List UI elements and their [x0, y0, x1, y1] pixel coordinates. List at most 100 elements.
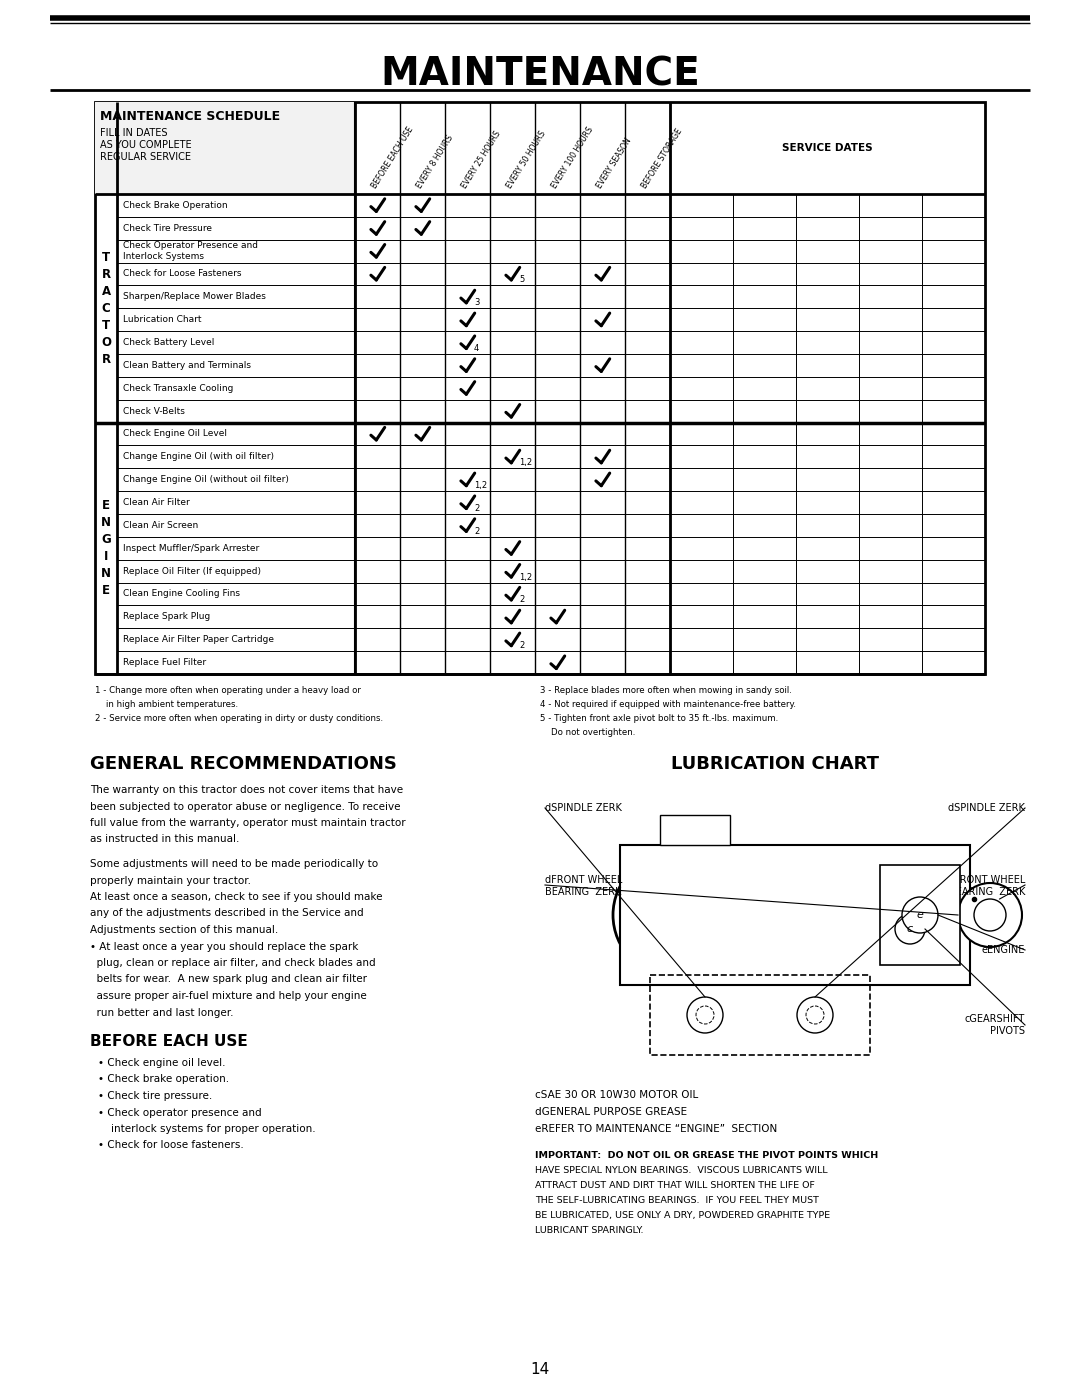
Text: • Check brake operation.: • Check brake operation. [98, 1074, 229, 1084]
Text: dGENERAL PURPOSE GREASE: dGENERAL PURPOSE GREASE [535, 1106, 687, 1118]
Text: as instructed in this manual.: as instructed in this manual. [90, 834, 240, 845]
Bar [620, 845, 970, 985]
Text: Change Engine Oil (without oil filter): Change Engine Oil (without oil filter) [123, 475, 288, 485]
Text: • Check engine oil level.: • Check engine oil level. [98, 1058, 226, 1067]
Text: REGULAR SERVICE: REGULAR SERVICE [100, 152, 191, 162]
Text: 2: 2 [474, 504, 480, 513]
Text: Check Brake Operation: Check Brake Operation [123, 201, 228, 210]
Circle shape [974, 900, 1005, 930]
Text: EVERY 8 HOURS: EVERY 8 HOURS [415, 134, 455, 190]
Text: LUBRICANT SPARINGLY.: LUBRICANT SPARINGLY. [535, 1227, 644, 1235]
Text: any of the adjustments described in the Service and: any of the adjustments described in the … [90, 908, 364, 918]
Text: ATTRACT DUST AND DIRT THAT WILL SHORTEN THE LIFE OF: ATTRACT DUST AND DIRT THAT WILL SHORTEN … [535, 1180, 815, 1190]
Text: IMPORTANT:  DO NOT OIL OR GREASE THE PIVOT POINTS WHICH: IMPORTANT: DO NOT OIL OR GREASE THE PIVO… [535, 1151, 878, 1160]
Circle shape [640, 882, 710, 949]
Text: Replace Fuel Filter: Replace Fuel Filter [123, 658, 206, 668]
Circle shape [613, 854, 737, 977]
Text: Inspect Muffler/Spark Arrester: Inspect Muffler/Spark Arrester [123, 543, 259, 553]
Text: full value from the warranty, operator must maintain tractor: full value from the warranty, operator m… [90, 819, 406, 828]
Text: At least once a season, check to see if you should make: At least once a season, check to see if … [90, 893, 382, 902]
Circle shape [771, 882, 839, 949]
Text: 2 - Service more often when operating in dirty or dusty conditions.: 2 - Service more often when operating in… [95, 714, 383, 724]
Text: cSAE 30 OR 10W30 MOTOR OIL: cSAE 30 OR 10W30 MOTOR OIL [535, 1090, 699, 1099]
Text: BEFORE EACH USE: BEFORE EACH USE [90, 1034, 247, 1049]
Text: e: e [917, 909, 923, 921]
Text: properly maintain your tractor.: properly maintain your tractor. [90, 876, 251, 886]
Text: cGEARSHIFT
PIVOTS: cGEARSHIFT PIVOTS [964, 1014, 1025, 1035]
Text: 14: 14 [530, 1362, 550, 1377]
Text: 5 - Tighten front axle pivot bolt to 35 ft.-lbs. maximum.: 5 - Tighten front axle pivot bolt to 35 … [540, 714, 779, 724]
Circle shape [958, 883, 1022, 947]
Text: Clean Air Screen: Clean Air Screen [123, 521, 199, 529]
Text: Check Operator Presence and
Interlock Systems: Check Operator Presence and Interlock Sy… [123, 242, 258, 261]
Text: SERVICE DATES: SERVICE DATES [782, 142, 873, 154]
Text: LUBRICATION CHART: LUBRICATION CHART [671, 754, 879, 773]
Text: Check V-Belts: Check V-Belts [123, 407, 185, 416]
Text: Sharpen/Replace Mower Blades: Sharpen/Replace Mower Blades [123, 292, 266, 302]
Text: FILL IN DATES: FILL IN DATES [100, 129, 167, 138]
Circle shape [687, 997, 723, 1032]
Text: BE LUBRICATED, USE ONLY A DRY, POWDERED GRAPHITE TYPE: BE LUBRICATED, USE ONLY A DRY, POWDERED … [535, 1211, 831, 1220]
Text: Check Tire Pressure: Check Tire Pressure [123, 224, 212, 233]
Text: assure proper air-fuel mixture and help your engine: assure proper air-fuel mixture and help … [90, 990, 367, 1002]
Text: Replace Spark Plug: Replace Spark Plug [123, 612, 211, 622]
Circle shape [743, 854, 867, 977]
Text: MAINTENANCE: MAINTENANCE [380, 54, 700, 94]
Text: 3 - Replace blades more often when mowing in sandy soil.: 3 - Replace blades more often when mowin… [540, 686, 792, 694]
Text: THE SELF-LUBRICATING BEARINGS.  IF YOU FEEL THEY MUST: THE SELF-LUBRICATING BEARINGS. IF YOU FE… [535, 1196, 819, 1206]
Text: Lubrication Chart: Lubrication Chart [123, 316, 202, 324]
Text: 1,2: 1,2 [474, 481, 487, 490]
Text: Clean Engine Cooling Fins: Clean Engine Cooling Fins [123, 590, 240, 598]
Text: 1 - Change more often when operating under a heavy load or: 1 - Change more often when operating und… [95, 686, 361, 694]
Text: Do not overtighten.: Do not overtighten. [540, 728, 635, 738]
Text: • Check for loose fasteners.: • Check for loose fasteners. [98, 1140, 244, 1151]
Text: belts for wear.  A new spark plug and clean air filter: belts for wear. A new spark plug and cle… [90, 975, 367, 985]
Text: Check Transaxle Cooling: Check Transaxle Cooling [123, 384, 233, 393]
Text: c: c [907, 923, 913, 935]
Bar [880, 865, 960, 965]
Text: Check for Loose Fasteners: Check for Loose Fasteners [123, 270, 242, 278]
Text: • Check operator presence and: • Check operator presence and [98, 1108, 261, 1118]
Text: E
N
G
I
N
E: E N G I N E [102, 499, 111, 598]
Text: MAINTENANCE SCHEDULE: MAINTENANCE SCHEDULE [100, 110, 280, 123]
Text: Replace Oil Filter (If equipped): Replace Oil Filter (If equipped) [123, 567, 261, 576]
Text: GENERAL RECOMMENDATIONS: GENERAL RECOMMENDATIONS [90, 754, 396, 773]
Text: dSPINDLE ZERK: dSPINDLE ZERK [545, 803, 622, 813]
Text: been subjected to operator abuse or negligence. To receive: been subjected to operator abuse or negl… [90, 802, 401, 812]
Text: 1,2: 1,2 [519, 573, 532, 581]
Text: 4 - Not required if equipped with maintenance-free battery.: 4 - Not required if equipped with mainte… [540, 700, 796, 710]
Text: • Check tire pressure.: • Check tire pressure. [98, 1091, 213, 1101]
Text: Adjustments section of this manual.: Adjustments section of this manual. [90, 925, 279, 935]
Text: HAVE SPECIAL NYLON BEARINGS.  VISCOUS LUBRICANTS WILL: HAVE SPECIAL NYLON BEARINGS. VISCOUS LUB… [535, 1166, 827, 1175]
Bar [660, 814, 730, 845]
Text: EVERY SEASON: EVERY SEASON [595, 137, 633, 190]
Text: Change Engine Oil (with oil filter): Change Engine Oil (with oil filter) [123, 453, 274, 461]
Bar [95, 102, 985, 673]
Text: EVERY 50 HOURS: EVERY 50 HOURS [504, 130, 548, 190]
Text: plug, clean or replace air filter, and check blades and: plug, clean or replace air filter, and c… [90, 958, 376, 968]
Text: eENGINE: eENGINE [982, 944, 1025, 956]
Text: dFRONT WHEEL
BEARING  ZERK: dFRONT WHEEL BEARING ZERK [947, 875, 1025, 897]
Text: Check Battery Level: Check Battery Level [123, 338, 214, 346]
Text: 1,2: 1,2 [519, 458, 532, 468]
Text: Clean Air Filter: Clean Air Filter [123, 499, 190, 507]
Text: Replace Air Filter Paper Cartridge: Replace Air Filter Paper Cartridge [123, 636, 274, 644]
Text: 2: 2 [519, 641, 525, 650]
Text: BEFORE STORAGE: BEFORE STORAGE [639, 127, 684, 190]
Text: 5: 5 [519, 275, 525, 285]
Text: The warranty on this tractor does not cover items that have: The warranty on this tractor does not co… [90, 785, 403, 795]
Text: run better and last longer.: run better and last longer. [90, 1007, 233, 1017]
Text: • At least once a year you should replace the spark: • At least once a year you should replac… [90, 942, 359, 951]
Text: in high ambient temperatures.: in high ambient temperatures. [95, 700, 238, 710]
Circle shape [895, 914, 924, 944]
Text: EVERY 100 HOURS: EVERY 100 HOURS [550, 126, 595, 190]
Text: T
R
A
C
T
O
R: T R A C T O R [102, 251, 111, 366]
Text: Check Engine Oil Level: Check Engine Oil Level [123, 429, 227, 439]
Circle shape [902, 897, 939, 933]
Text: 4: 4 [474, 344, 480, 353]
Circle shape [797, 997, 833, 1032]
Text: dFRONT WHEEL
BEARING  ZERK: dFRONT WHEEL BEARING ZERK [545, 875, 622, 897]
Text: Clean Battery and Terminals: Clean Battery and Terminals [123, 360, 251, 370]
Text: 2: 2 [519, 595, 525, 605]
Text: BEFORE EACH USE: BEFORE EACH USE [369, 126, 415, 190]
